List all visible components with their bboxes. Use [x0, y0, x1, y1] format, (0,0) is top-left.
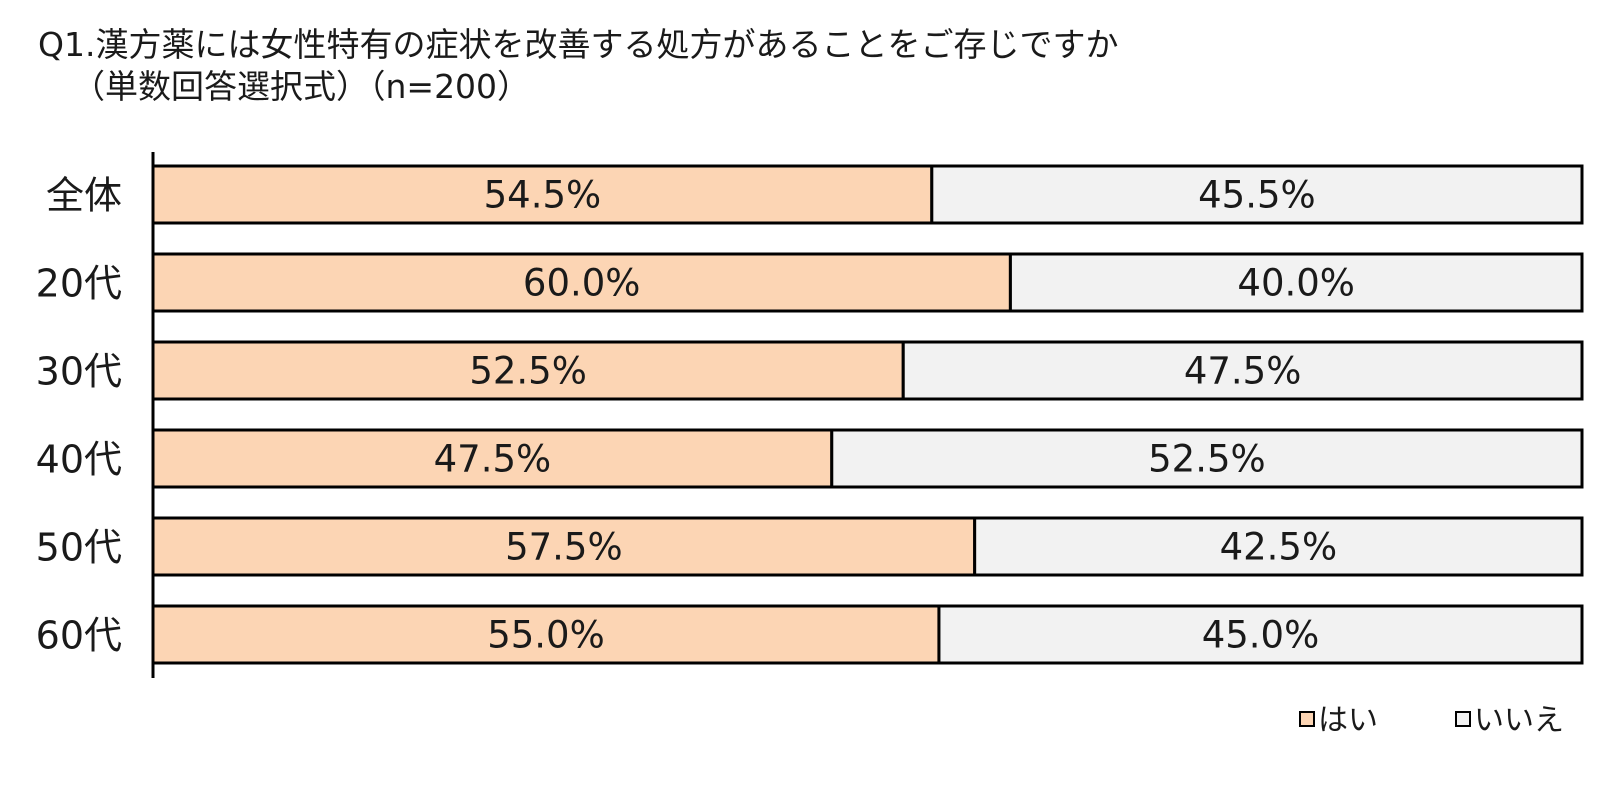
data-label: 60.0% — [523, 262, 641, 305]
bar-segment-no — [901, 340, 1584, 401]
data-label: 40.0% — [1237, 262, 1355, 305]
legend-swatch-no — [1455, 711, 1471, 727]
data-label: 47.5% — [1184, 350, 1302, 393]
chart-title-line2: （単数回答選択式）（n=200） — [72, 67, 531, 106]
data-label: 52.5% — [1148, 438, 1266, 481]
category-label: 40代 — [36, 438, 122, 482]
legend-swatch-yes — [1299, 711, 1315, 727]
data-label: 45.0% — [1202, 614, 1320, 657]
category-label: 20代 — [36, 262, 122, 306]
category-label: 全体 — [46, 174, 122, 218]
category-label: 50代 — [36, 526, 122, 570]
data-label: 54.5% — [484, 174, 602, 217]
bar-segment-no — [930, 164, 1584, 225]
bar-segment-yes — [151, 340, 905, 401]
legend-label-no: いいえ — [1474, 703, 1564, 738]
bar-segment-yes — [151, 428, 834, 489]
bar-segment-yes — [151, 164, 934, 225]
bar-segment-yes — [151, 516, 977, 577]
bar-segment-no — [830, 428, 1584, 489]
data-label: 47.5% — [434, 438, 552, 481]
bar-segment-no — [973, 516, 1584, 577]
bar-segment-no — [937, 604, 1584, 665]
category-label: 30代 — [36, 350, 122, 394]
category-label: 60代 — [36, 614, 122, 658]
chart-title-line1: Q1.漢方薬には女性特有の症状を改善する処方があることをご存じですか — [38, 25, 1119, 64]
data-label: 45.5% — [1198, 174, 1316, 217]
data-label: 55.0% — [487, 614, 605, 657]
data-label: 42.5% — [1220, 526, 1338, 569]
data-label: 57.5% — [505, 526, 623, 569]
data-label: 52.5% — [469, 350, 587, 393]
legend-label-yes: はい — [1318, 703, 1378, 738]
bar-segment-no — [1008, 252, 1584, 313]
bar-segment-yes — [151, 604, 941, 665]
